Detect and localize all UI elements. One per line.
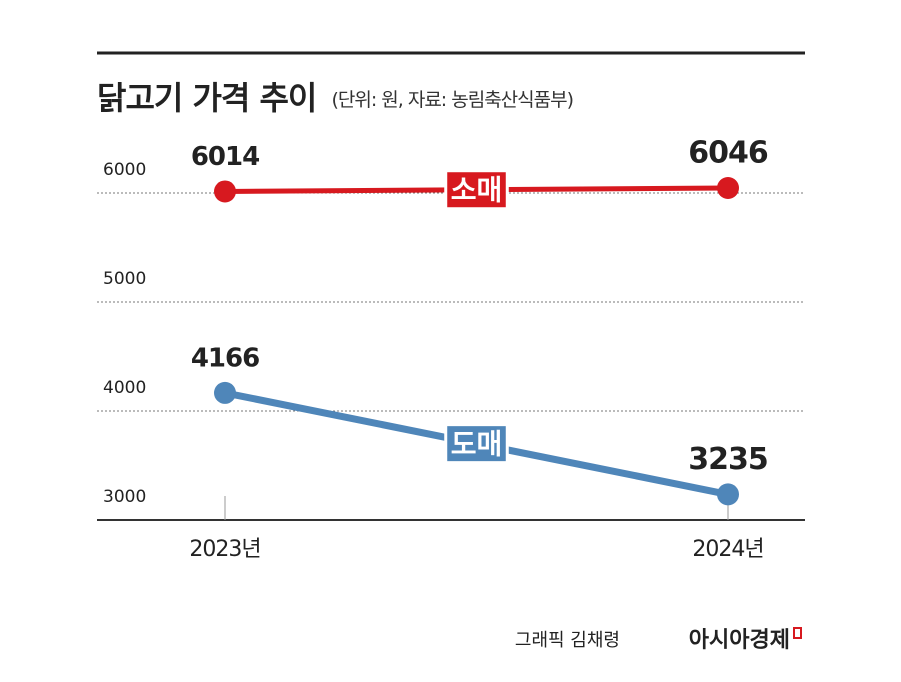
series-label: 소매 (444, 169, 509, 211)
chart-heading: 닭고기 가격 추이 (단위: 원, 자료: 농림축산식품부) (97, 79, 573, 117)
legend-label: 도매 (451, 428, 503, 461)
chart-title: 닭고기 가격 추이 (97, 79, 316, 117)
series-label-box (444, 423, 509, 465)
x-tick-label: 2024년 (692, 537, 763, 562)
data-label: 6014 (191, 142, 259, 172)
data-point (717, 483, 739, 506)
data-point (214, 381, 236, 404)
data-label: 6046 (688, 135, 768, 170)
data-label: 3235 (688, 442, 768, 477)
x-tick-label: 2023년 (189, 537, 260, 562)
legend-label: 소매 (451, 174, 503, 207)
data-point (214, 180, 236, 203)
brand: 아시아경제 (689, 628, 790, 653)
series-label-box (444, 169, 509, 211)
y-tick-label: 3000 (103, 487, 146, 507)
y-tick-label: 4000 (103, 378, 146, 398)
y-tick-label: 6000 (103, 160, 146, 180)
credit: 그래픽 김채령 (515, 630, 620, 651)
data-label: 4166 (191, 343, 259, 373)
data-point (717, 176, 739, 199)
y-tick-label: 5000 (103, 269, 146, 289)
series-label: 도매 (444, 423, 509, 465)
chart-subtitle: (단위: 원, 자료: 농림축산식품부) (331, 89, 573, 111)
brand-mark (793, 627, 802, 639)
